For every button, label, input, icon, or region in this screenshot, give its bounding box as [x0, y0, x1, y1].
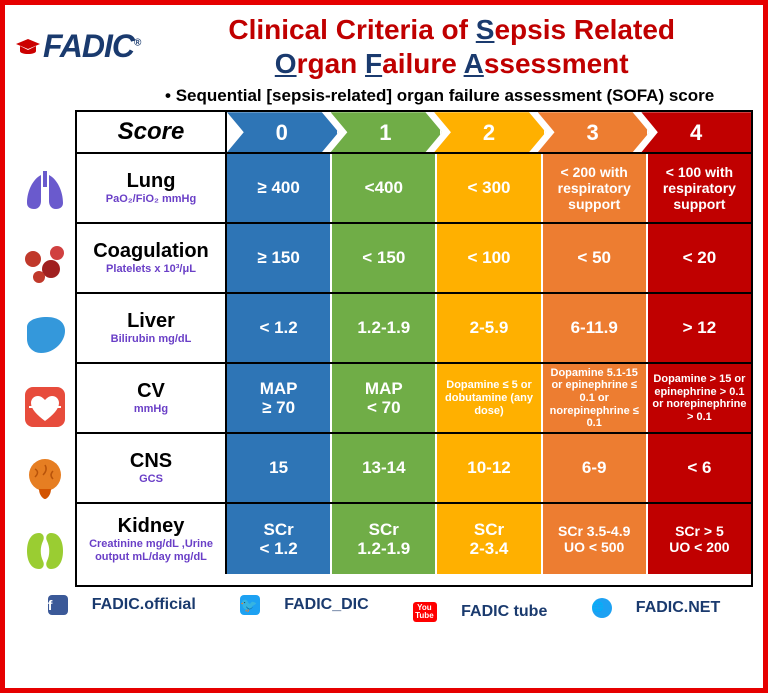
- grad-cap-icon: [15, 37, 41, 57]
- row-label: KidneyCreatinine mg/dL ,Urine output mL/…: [77, 504, 227, 574]
- facebook-icon: f: [48, 595, 68, 615]
- score-cell: 15: [227, 434, 332, 502]
- score-cell: < 150: [332, 224, 437, 292]
- score-header-4: 4: [641, 112, 751, 152]
- score-cell: ≥ 150: [227, 224, 332, 292]
- score-cell: 6-9: [543, 434, 648, 502]
- score-header-0: 0: [227, 112, 339, 152]
- score-cell: < 100 with respiratory support: [648, 154, 751, 222]
- main-title: Clinical Criteria of Sepsis Related Orga…: [150, 13, 753, 80]
- score-cell: < 6: [648, 434, 751, 502]
- score-cell: < 50: [543, 224, 648, 292]
- score-cell: MAP < 70: [332, 364, 437, 432]
- row-label: LungPaO₂/FiO₂ mmHg: [77, 154, 227, 222]
- score-cell: SCr 1.2-1.9: [332, 504, 437, 574]
- score-cell: 1.2-1.9: [332, 294, 437, 362]
- score-cell: Dopamine ≤ 5 or dobutamine (any dose): [437, 364, 542, 432]
- row-label: CNSGCS: [77, 434, 227, 502]
- social-footer: fFADIC.official 🐦FADIC_DIC YouTubeFADIC …: [15, 595, 753, 622]
- kidney-icon: [15, 515, 75, 587]
- row-label: CVmmHg: [77, 364, 227, 432]
- score-header-2: 2: [434, 112, 546, 152]
- youtube-icon: YouTube: [413, 602, 437, 622]
- score-cell: < 1.2: [227, 294, 332, 362]
- row-liver: LiverBilirubin mg/dL< 1.21.2-1.92-5.96-1…: [77, 294, 751, 364]
- score-cell: > 12: [648, 294, 751, 362]
- facebook-link[interactable]: fFADIC.official: [38, 595, 206, 615]
- liver-icon: [15, 299, 75, 371]
- brain-icon: [15, 443, 75, 515]
- score-cell: < 20: [648, 224, 751, 292]
- globe-icon: 🌐: [592, 598, 612, 618]
- row-cv: CVmmHgMAP ≥ 70MAP < 70Dopamine ≤ 5 or do…: [77, 364, 751, 434]
- twitter-icon: 🐦: [240, 595, 260, 615]
- score-cell: SCr > 5 UO < 200: [648, 504, 751, 574]
- score-header-3: 3: [538, 112, 650, 152]
- score-cell: ≥ 400: [227, 154, 332, 222]
- row-label: LiverBilirubin mg/dL: [77, 294, 227, 362]
- row-lung: LungPaO₂/FiO₂ mmHg≥ 400<400< 300< 200 wi…: [77, 154, 751, 224]
- score-cell: SCr 3.5-4.9 UO < 500: [543, 504, 648, 574]
- row-coagulation: CoagulationPlatelets x 10³/μL≥ 150< 150<…: [77, 224, 751, 294]
- score-cell: 2-5.9: [437, 294, 542, 362]
- organ-icon-column: [15, 110, 75, 587]
- blood-icon: [15, 227, 75, 299]
- score-grid: Score 01234 LungPaO₂/FiO₂ mmHg≥ 400<400<…: [75, 110, 753, 587]
- youtube-link[interactable]: YouTubeFADIC tube: [403, 602, 557, 622]
- sofa-table: Score 01234 LungPaO₂/FiO₂ mmHg≥ 400<400<…: [15, 110, 753, 587]
- website-link[interactable]: 🌐FADIC.NET: [582, 598, 730, 618]
- header-row: Score 01234: [77, 112, 751, 154]
- lung-icon: [15, 155, 75, 227]
- score-cell: < 300: [437, 154, 542, 222]
- header: FADIC® Clinical Criteria of Sepsis Relat…: [15, 13, 753, 80]
- score-cell: 10-12: [437, 434, 542, 502]
- subtitle: Sequential [sepsis-related] organ failur…: [165, 86, 753, 106]
- logo-text: FADIC®: [43, 28, 140, 65]
- score-cell: Dopamine > 15 or epinephrine > 0.1 or no…: [648, 364, 751, 432]
- row-kidney: KidneyCreatinine mg/dL ,Urine output mL/…: [77, 504, 751, 574]
- twitter-link[interactable]: 🐦FADIC_DIC: [230, 595, 378, 615]
- score-cell: < 100: [437, 224, 542, 292]
- row-label: CoagulationPlatelets x 10³/μL: [77, 224, 227, 292]
- score-cell: SCr 2-3.4: [437, 504, 542, 574]
- score-cell: SCr < 1.2: [227, 504, 332, 574]
- score-cell: 13-14: [332, 434, 437, 502]
- score-header-label: Score: [77, 112, 227, 152]
- infographic-frame: FADIC® Clinical Criteria of Sepsis Relat…: [0, 0, 768, 693]
- score-cell: Dopamine 5.1-15 or epinephrine ≤ 0.1 or …: [543, 364, 648, 432]
- score-cell: <400: [332, 154, 437, 222]
- score-header-1: 1: [331, 112, 443, 152]
- heart-icon: [15, 371, 75, 443]
- score-cell: 6-11.9: [543, 294, 648, 362]
- row-cns: CNSGCS1513-1410-126-9< 6: [77, 434, 751, 504]
- score-cell: < 200 with respiratory support: [543, 154, 648, 222]
- score-cell: MAP ≥ 70: [227, 364, 332, 432]
- fadic-logo: FADIC®: [15, 28, 140, 65]
- title-block: Clinical Criteria of Sepsis Related Orga…: [150, 13, 753, 80]
